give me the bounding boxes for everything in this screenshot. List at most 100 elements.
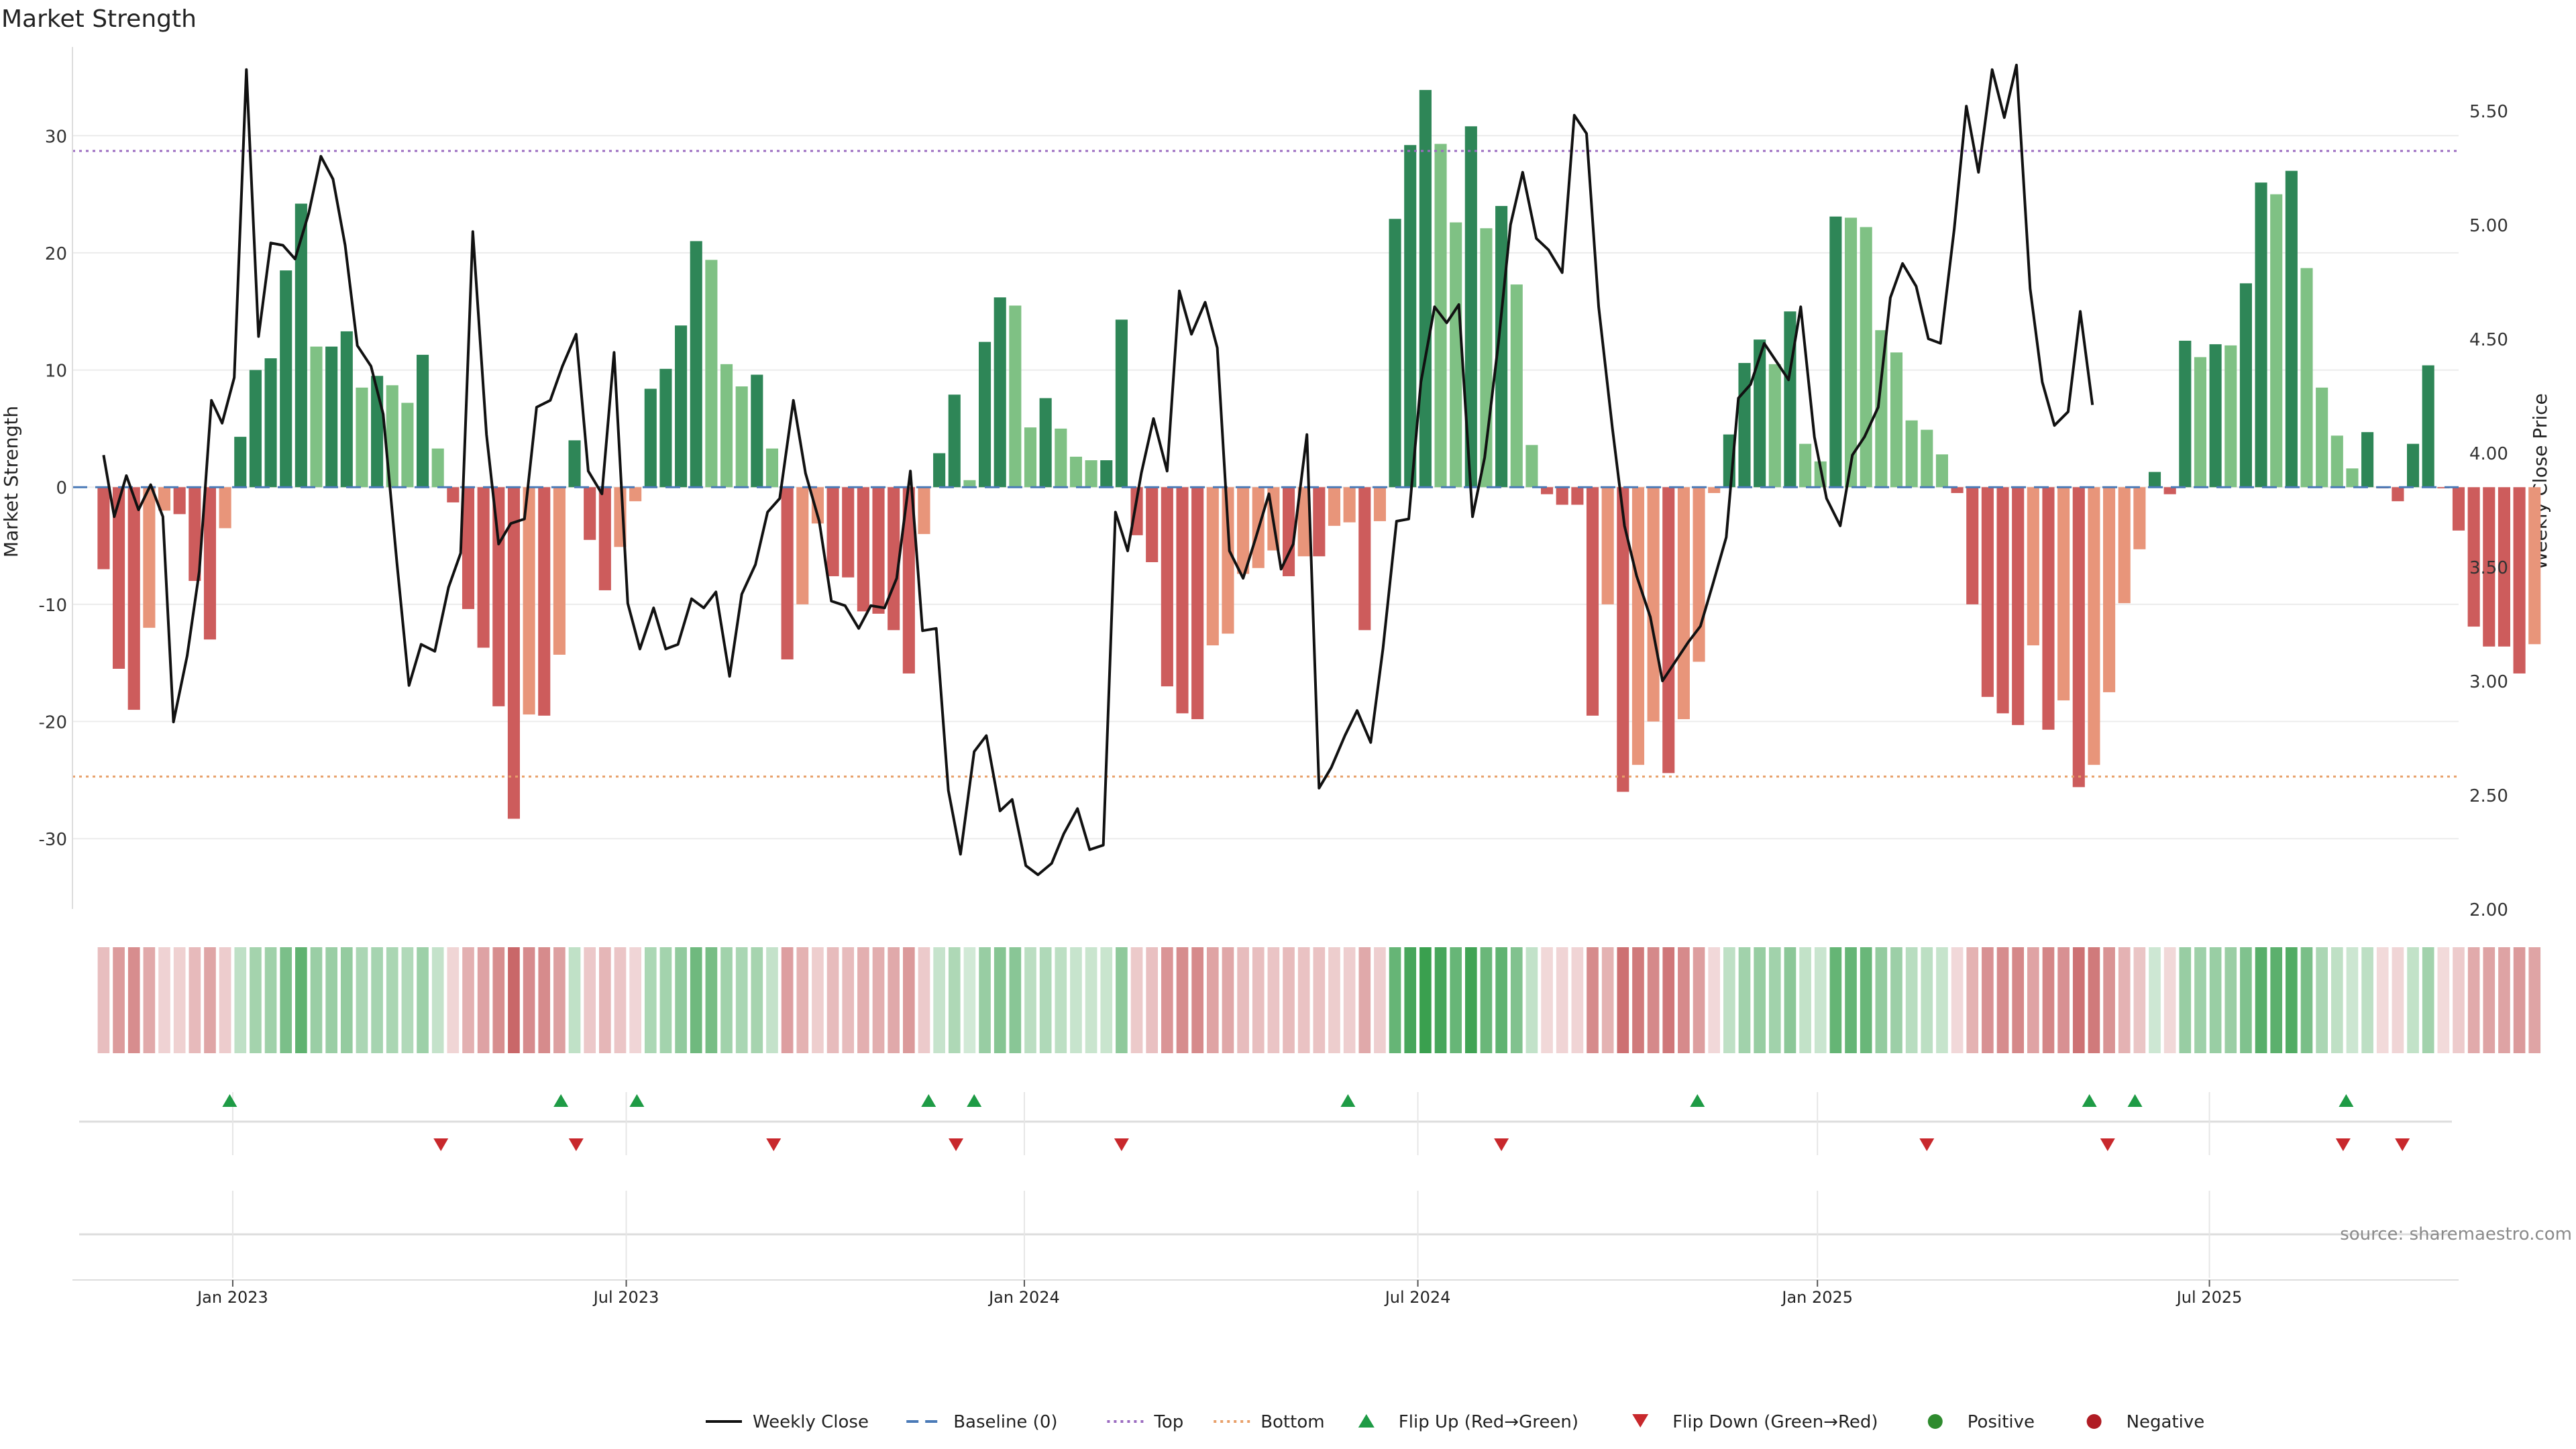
strength-bar	[1328, 487, 1341, 526]
heat-cell	[386, 947, 398, 1053]
strength-bar	[2103, 487, 2116, 692]
y-tick-left: 30	[45, 127, 67, 147]
heat-cell	[1601, 947, 1614, 1053]
heat-cell	[477, 947, 490, 1053]
flip-up-marker	[629, 1094, 645, 1107]
legend-entry: Flip Down (Green→Red)	[1632, 1412, 1878, 1432]
strength-bar	[2179, 340, 2192, 488]
strength-bar	[1191, 487, 1204, 720]
strength-bar	[1966, 487, 1979, 604]
strength-bar	[1024, 427, 1037, 488]
heat-cell	[1982, 947, 1994, 1053]
heat-cell	[250, 947, 262, 1053]
strength-bar	[127, 487, 140, 710]
heat-cell	[857, 947, 869, 1053]
strength-bar	[1069, 456, 1083, 488]
legend-entry: Bottom	[1214, 1412, 1325, 1432]
strength-bar	[2330, 435, 2343, 488]
strength-bar	[994, 297, 1006, 488]
heat-cell	[1328, 947, 1340, 1053]
strength-bar	[568, 440, 581, 488]
heat-cell	[1845, 947, 1857, 1053]
strength-bar	[1313, 487, 1326, 557]
legend-entry: Baseline (0)	[906, 1412, 1058, 1432]
heat-cell	[219, 947, 231, 1053]
strength-bar	[1176, 487, 1189, 714]
strength-bar	[447, 487, 460, 502]
heat-cell	[1434, 947, 1447, 1053]
strength-bar	[553, 487, 566, 655]
heat-cell	[1146, 947, 1159, 1053]
strength-bar	[2300, 268, 2313, 488]
heat-cell	[1297, 947, 1310, 1053]
strength-bar	[1586, 487, 1599, 716]
y-tick-right: 3.50	[2469, 558, 2508, 578]
strength-bar	[1100, 460, 1113, 488]
strength-bar	[97, 487, 110, 570]
strength-bar	[902, 487, 915, 674]
heat-cell	[97, 947, 110, 1053]
strength-bar	[1510, 284, 1523, 488]
strength-bar	[340, 331, 353, 488]
heat-cell	[280, 947, 292, 1053]
strength-bar	[1601, 487, 1614, 604]
flip-up-marker	[2339, 1094, 2354, 1107]
heat-cell	[902, 947, 915, 1053]
strength-bar	[416, 354, 429, 488]
strength-bar	[1206, 487, 1219, 646]
strength-bar	[675, 325, 688, 488]
strength-bar	[1237, 487, 1250, 574]
legend-swatch	[1632, 1414, 1649, 1428]
heat-cell	[204, 947, 216, 1053]
heat-cell	[2133, 947, 2146, 1053]
y-tick-right: 4.50	[2469, 330, 2508, 350]
x-tick-label: Jul 2025	[2176, 1288, 2243, 1307]
reference-lines	[72, 150, 2459, 778]
strength-bar	[2437, 487, 2450, 488]
strength-bar	[1464, 126, 1477, 488]
heat-cell	[1055, 947, 1067, 1053]
heat-cell	[2483, 947, 2496, 1053]
heat-cell	[2209, 947, 2222, 1053]
heat-cell	[1617, 947, 1629, 1053]
flip-down-marker	[2100, 1138, 2115, 1151]
heat-cell	[1039, 947, 1052, 1053]
strength-bar	[249, 370, 262, 488]
strength-bar	[1009, 305, 1022, 488]
sign-dots-panel	[79, 1191, 2452, 1278]
heat-cell	[508, 947, 520, 1053]
strength-bar	[918, 487, 930, 535]
heat-cell	[1784, 947, 1796, 1053]
legend-label: Flip Up (Red→Green)	[1399, 1412, 1578, 1432]
strength-bar	[826, 487, 839, 576]
heat-cell	[295, 947, 307, 1053]
heat-cell	[401, 947, 414, 1053]
heat-cell	[2224, 947, 2237, 1053]
heat-cell	[1738, 947, 1751, 1053]
heat-cell	[2118, 947, 2131, 1053]
heat-cell	[1313, 947, 1326, 1053]
heat-cell	[356, 947, 368, 1053]
strength-bar	[2072, 487, 2085, 788]
strength-bar	[963, 480, 976, 488]
heat-cell	[584, 947, 596, 1053]
heat-cell	[2316, 947, 2328, 1053]
strength-bar	[2057, 487, 2070, 701]
legend-entry: Weekly Close	[706, 1412, 869, 1432]
heat-cell	[264, 947, 277, 1053]
strength-bar	[2224, 345, 2237, 488]
heat-cell	[2194, 947, 2206, 1053]
heat-cell	[994, 947, 1006, 1053]
strength-bar	[2209, 344, 2222, 488]
heat-cell	[1966, 947, 1979, 1053]
heat-cell	[1116, 947, 1128, 1053]
strength-bar	[310, 346, 323, 488]
strength-bar	[386, 385, 398, 488]
strength-bar	[735, 386, 748, 488]
strength-bar	[1617, 487, 1629, 792]
heat-cell	[1829, 947, 1842, 1053]
strength-bar	[2148, 472, 2161, 488]
heat-cell	[644, 947, 657, 1053]
strength-bar	[356, 387, 368, 488]
heat-cell	[888, 947, 900, 1053]
